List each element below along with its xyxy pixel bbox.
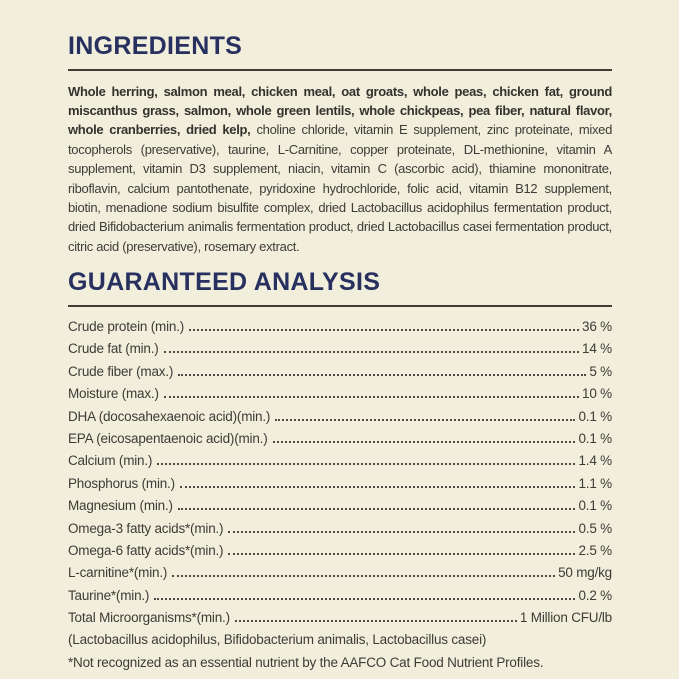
row-label: DHA (docosahexaenoic acid)(min.)	[68, 408, 271, 424]
dot-leader	[163, 351, 580, 354]
guaranteed-analysis-title: GUARANTEED ANALYSIS	[68, 268, 381, 297]
dot-leader	[154, 597, 576, 600]
row-label: Crude fiber (max.)	[68, 363, 174, 379]
dot-leader	[157, 463, 576, 466]
analysis-row-omega-6: Omega-6 fatty acids*(min.) 2.5 %	[68, 537, 612, 559]
row-label: Crude fat (min.)	[68, 341, 159, 357]
analysis-row-dha: DHA (docosahexaenoic acid)(min.) 0.1 %	[68, 402, 612, 424]
dot-leader	[228, 552, 576, 555]
analysis-row-l-carnitine: L-carnitine*(min.) 50 mg/kg	[68, 559, 612, 581]
analysis-row-moisture: Moisture (max.) 10 %	[68, 380, 612, 402]
row-label: Omega-6 fatty acids*(min.)	[68, 542, 224, 558]
guaranteed-analysis-table: Crude protein (min.) 36 % Crude fat (min…	[68, 313, 612, 626]
row-value: 0.1 %	[578, 408, 612, 424]
dot-leader	[163, 396, 580, 399]
row-label: L-carnitine*(min.)	[68, 565, 168, 581]
dot-leader	[178, 373, 587, 376]
row-value: 50 mg/kg	[558, 565, 612, 581]
row-value: 36 %	[582, 319, 612, 335]
row-label: Total Microorganisms*(min.)	[68, 610, 230, 626]
ingredients-title: INGREDIENTS	[68, 32, 243, 60]
analysis-row-total-microorganisms: Total Microorganisms*(min.) 1 Million CF…	[68, 604, 612, 626]
analysis-row-magnesium: Magnesium (min.) 0.1 %	[68, 492, 612, 514]
row-value: 1.4 %	[578, 453, 612, 469]
ingredients-main-bold-text: Whole herring, salmon meal, chicken meal…	[68, 83, 612, 138]
row-value: 5 %	[589, 363, 612, 379]
dot-leader	[228, 530, 576, 533]
row-label: EPA (eicosapentaenoic acid)(min.)	[68, 431, 268, 446]
row-value: 2.5 %	[578, 542, 612, 558]
ingredients-title-rule	[68, 68, 612, 71]
dot-leader	[172, 575, 556, 578]
row-value: 14 %	[582, 341, 612, 357]
microorganisms-detail: (Lactobacillus acidophilus, Bifidobacter…	[68, 632, 487, 648]
analysis-row-omega-3: Omega-3 fatty acids*(min.) 0.5 %	[68, 514, 612, 536]
row-value: 0.5 %	[578, 520, 612, 536]
dot-leader	[179, 485, 576, 488]
dot-leader	[272, 441, 576, 443]
ingredients-paragraph: Whole herring, salmon meal, chicken meal…	[68, 82, 612, 257]
analysis-row-crude-protein: Crude protein (min.) 36 %	[68, 313, 612, 335]
dot-leader	[177, 508, 576, 511]
row-label: Moisture (max.)	[68, 386, 159, 402]
dot-leader	[189, 329, 580, 332]
dot-leader	[234, 620, 517, 623]
row-label: Crude protein (min.)	[68, 319, 185, 335]
analysis-row-crude-fiber: Crude fiber (max.) 5 %	[68, 357, 612, 379]
row-label: Magnesium (min.)	[68, 498, 173, 514]
row-value: 0.2 %	[578, 587, 612, 603]
row-value: 1 Million CFU/lb	[519, 610, 612, 626]
row-label: Taurine*(min.)	[68, 587, 150, 603]
analysis-row-epa: EPA (eicosapentaenoic acid)(min.) 0.1 %	[68, 425, 612, 447]
dot-leader	[275, 418, 576, 421]
row-value: 0.1 %	[578, 498, 612, 514]
ingredients-rest-text: choline chloride, vitamin E supplement, …	[68, 122, 612, 254]
row-label: Omega-3 fatty acids*(min.)	[68, 520, 224, 536]
aafco-footnote: *Not recognized as an essential nutrient…	[68, 655, 544, 671]
row-value: 1.1 %	[578, 475, 612, 491]
analysis-row-crude-fat: Crude fat (min.) 14 %	[68, 335, 612, 357]
analysis-row-taurine: Taurine*(min.) 0.2 %	[68, 581, 612, 603]
row-label: Calcium (min.)	[68, 453, 153, 469]
analysis-row-calcium: Calcium (min.) 1.4 %	[68, 447, 612, 469]
analysis-row-phosphorus: Phosphorus (min.) 1.1 %	[68, 469, 612, 491]
row-label: Phosphorus (min.)	[68, 475, 175, 491]
guaranteed-analysis-title-rule	[68, 304, 612, 307]
row-value: 10 %	[582, 386, 612, 402]
row-value: 0.1 %	[578, 431, 612, 446]
